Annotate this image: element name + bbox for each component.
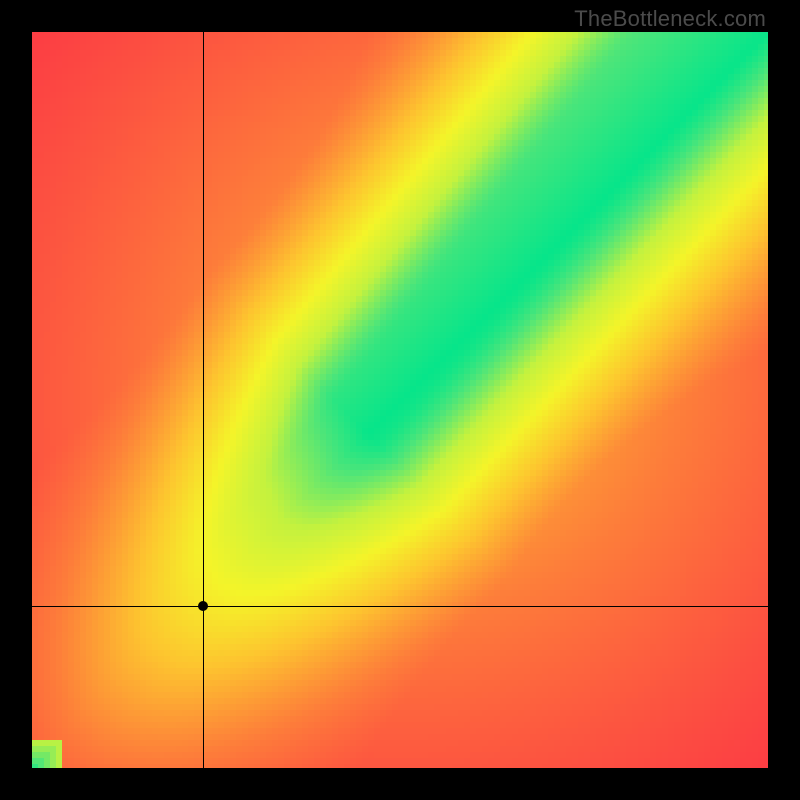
heatmap-area: [32, 32, 768, 768]
marker-dot: [198, 601, 208, 611]
crosshair-horizontal: [32, 606, 768, 607]
crosshair-vertical: [203, 32, 204, 768]
chart-frame: [32, 32, 768, 768]
heatmap-canvas: [32, 32, 768, 768]
watermark-text: TheBottleneck.com: [574, 6, 766, 32]
